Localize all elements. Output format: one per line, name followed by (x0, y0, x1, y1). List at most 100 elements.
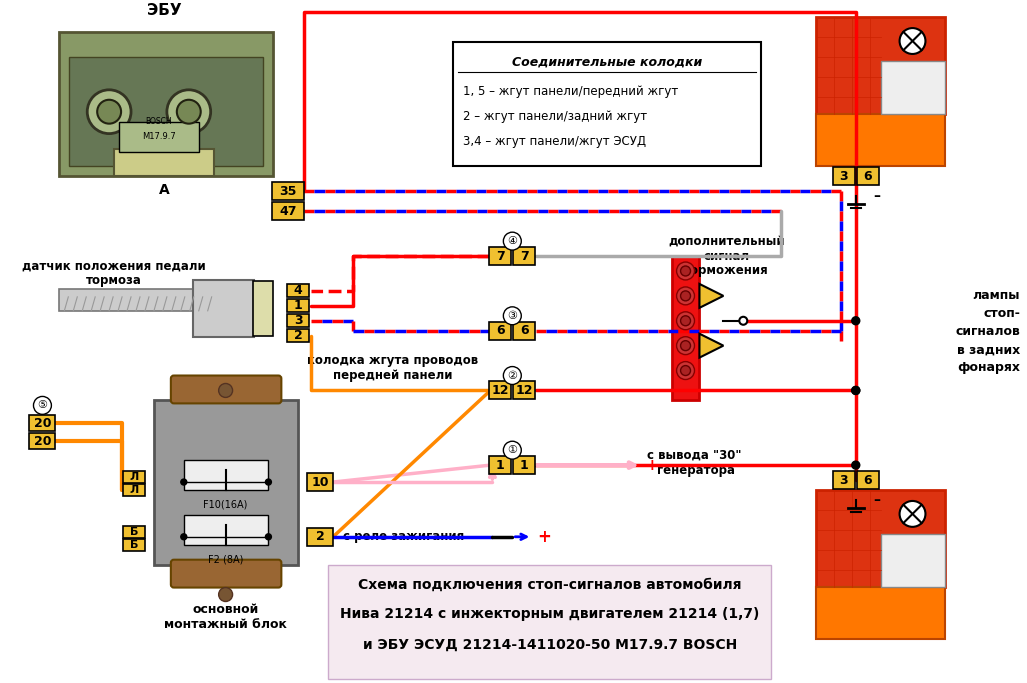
Circle shape (181, 534, 187, 540)
Text: и ЭБУ ЭСУД 21214-1411020-50 М17.9.7 BOSCH: и ЭБУ ЭСУД 21214-1411020-50 М17.9.7 BOSC… (363, 637, 736, 652)
FancyBboxPatch shape (490, 456, 511, 474)
Circle shape (677, 312, 694, 330)
FancyBboxPatch shape (123, 526, 145, 538)
Circle shape (503, 307, 522, 324)
Circle shape (98, 100, 121, 124)
Text: Б: Б (129, 540, 139, 550)
FancyBboxPatch shape (329, 565, 771, 679)
Text: 6: 6 (864, 473, 872, 486)
Circle shape (677, 361, 694, 380)
Text: ③: ③ (507, 311, 518, 321)
Circle shape (34, 396, 51, 415)
Circle shape (87, 89, 131, 134)
FancyBboxPatch shape (815, 113, 946, 167)
Text: 7: 7 (496, 249, 504, 262)
Text: F2 (8A): F2 (8A) (207, 555, 243, 565)
Text: 1: 1 (294, 299, 303, 312)
Text: с вывода "30": с вывода "30" (647, 449, 741, 462)
FancyBboxPatch shape (490, 322, 511, 339)
Text: 6: 6 (864, 170, 872, 183)
FancyBboxPatch shape (272, 202, 304, 220)
Circle shape (503, 367, 522, 385)
Text: +: + (537, 528, 551, 546)
FancyBboxPatch shape (123, 484, 145, 496)
FancyBboxPatch shape (514, 456, 535, 474)
Text: тормоза: тормоза (86, 275, 142, 288)
FancyBboxPatch shape (114, 148, 214, 176)
Text: фонарях: фонарях (957, 361, 1020, 374)
FancyBboxPatch shape (288, 299, 309, 312)
Text: монтажный блок: монтажный блок (164, 618, 288, 631)
Circle shape (677, 262, 694, 280)
Text: –: – (874, 189, 881, 204)
FancyBboxPatch shape (815, 587, 946, 639)
Text: сигналов: сигналов (955, 325, 1020, 338)
Text: Соединительные колодки: Соединительные колодки (511, 55, 702, 68)
FancyBboxPatch shape (490, 247, 511, 265)
Circle shape (677, 337, 694, 354)
Text: в задних: в задних (957, 343, 1020, 356)
Text: датчик положения педали: датчик положения педали (23, 260, 206, 273)
Text: лампы: лампы (973, 290, 1020, 303)
Circle shape (681, 291, 690, 301)
FancyBboxPatch shape (881, 61, 946, 113)
Circle shape (681, 341, 690, 350)
Circle shape (503, 441, 522, 459)
Text: Б: Б (129, 527, 139, 537)
Text: F10(16A): F10(16A) (203, 500, 248, 510)
FancyBboxPatch shape (272, 182, 304, 200)
FancyBboxPatch shape (833, 167, 854, 185)
FancyBboxPatch shape (307, 473, 333, 491)
Text: ⑤: ⑤ (37, 400, 47, 410)
Text: колодка жгута проводов: колодка жгута проводов (307, 354, 479, 367)
FancyBboxPatch shape (453, 42, 761, 167)
FancyBboxPatch shape (514, 322, 535, 339)
Polygon shape (699, 334, 723, 358)
FancyBboxPatch shape (490, 382, 511, 400)
Circle shape (851, 387, 860, 395)
Text: стоп-: стоп- (983, 307, 1020, 320)
Text: дополнительный: дополнительный (668, 235, 785, 248)
FancyBboxPatch shape (514, 382, 535, 400)
Text: сигнал: сигнал (703, 249, 750, 262)
Text: основной: основной (192, 603, 259, 616)
FancyBboxPatch shape (170, 559, 281, 587)
Circle shape (681, 365, 690, 376)
Circle shape (851, 461, 860, 469)
Text: ①: ① (507, 445, 518, 455)
Circle shape (851, 317, 860, 324)
Text: Нива 21214 с инжекторным двигателем 21214 (1,7): Нива 21214 с инжекторным двигателем 2121… (340, 607, 759, 622)
FancyBboxPatch shape (30, 415, 55, 431)
Circle shape (503, 232, 522, 250)
Text: 1, 5 – жгут панели/передний жгут: 1, 5 – жгут панели/передний жгут (462, 85, 678, 98)
Text: BOSCH: BOSCH (146, 117, 173, 126)
Circle shape (265, 479, 271, 485)
FancyBboxPatch shape (30, 433, 55, 449)
Text: ②: ② (507, 370, 518, 380)
Text: Л: Л (129, 485, 139, 495)
Circle shape (177, 100, 200, 124)
Text: 35: 35 (279, 185, 297, 198)
Text: 12: 12 (516, 384, 533, 397)
FancyBboxPatch shape (307, 528, 333, 546)
FancyBboxPatch shape (184, 515, 268, 545)
FancyBboxPatch shape (119, 122, 199, 152)
FancyBboxPatch shape (254, 281, 273, 336)
FancyBboxPatch shape (69, 57, 264, 167)
Text: 10: 10 (311, 475, 329, 488)
Text: с реле зажигания: с реле зажигания (343, 530, 464, 543)
Text: 3: 3 (839, 473, 848, 486)
Text: 47: 47 (279, 205, 297, 218)
Text: –: – (874, 493, 881, 507)
Text: 20: 20 (34, 417, 51, 430)
Circle shape (219, 383, 232, 398)
FancyBboxPatch shape (154, 400, 298, 565)
FancyBboxPatch shape (170, 376, 281, 404)
Text: 2: 2 (316, 530, 325, 543)
FancyBboxPatch shape (672, 256, 699, 400)
FancyBboxPatch shape (193, 280, 255, 337)
Text: Л: Л (129, 472, 139, 482)
Text: 1: 1 (496, 458, 504, 472)
Text: 12: 12 (492, 384, 509, 397)
Text: 3,4 – жгут панели/жгут ЭСУД: 3,4 – жгут панели/жгут ЭСУД (462, 135, 646, 148)
